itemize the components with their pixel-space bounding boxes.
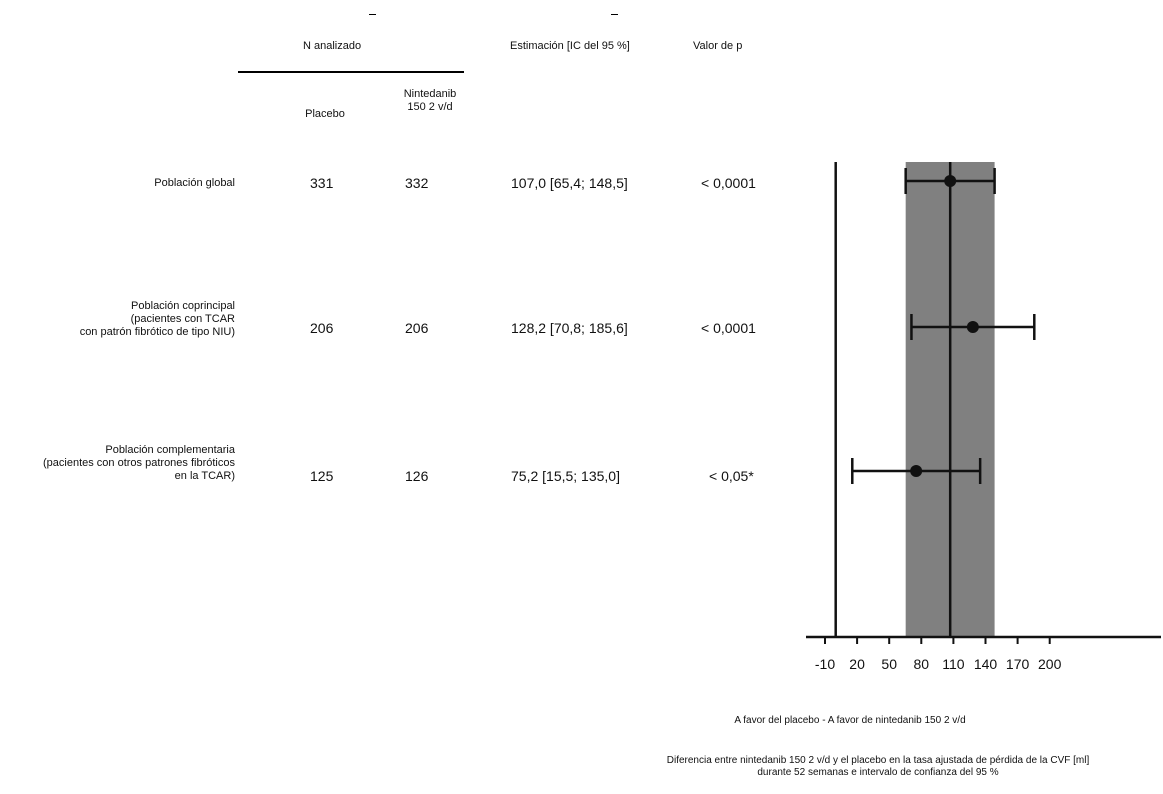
nintedanib-header: Nintedanib 150 2 v/d (390, 88, 470, 114)
pvalue-header: Valor de p (693, 40, 743, 52)
header-underline (238, 71, 464, 73)
chart-caption: Diferencia entre nintedanib 150 2 v/d y … (598, 755, 1158, 779)
row-global-estimate: 107,0 [65,4; 148,5] (511, 175, 628, 191)
row-label-line: en la TCAR) (174, 470, 235, 482)
top-mark-1 (369, 14, 376, 15)
row-coprincipal-pvalue: < 0,0001 (701, 320, 756, 336)
x-tick-label: 50 (881, 656, 897, 672)
x-tick-label: -10 (815, 656, 835, 672)
estimate-point (966, 321, 979, 333)
row-complementaria-estimate: 75,2 [15,5; 135,0] (511, 468, 620, 484)
row-label-global: Población global (0, 177, 235, 190)
row-complementaria-pvalue: < 0,05* (709, 468, 754, 484)
row-label-line: con patrón fibrótico de tipo NIU) (79, 326, 235, 338)
estimate-header: Estimación [IC del 95 %] (510, 40, 630, 52)
row-global-n-placebo: 331 (310, 175, 334, 191)
x-tick-label: 200 (1038, 656, 1062, 672)
x-tick-label: 170 (1006, 656, 1030, 672)
estimate-point (910, 465, 923, 477)
row-label-line: (pacientes con TCAR (130, 313, 235, 325)
nintedanib-header-line-1: Nintedanib (403, 88, 457, 100)
x-tick-label: 110 (942, 656, 965, 672)
placebo-header: Placebo (305, 108, 345, 120)
row-label-coprincipal: Población coprincipal (pacientes con TCA… (0, 300, 235, 339)
overall-ci-band (905, 162, 995, 637)
row-global-pvalue: < 0,0001 (701, 175, 756, 191)
row-label-complementaria: Población complementaria (pacientes con … (0, 444, 235, 483)
caption-line: Diferencia entre nintedanib 150 2 v/d y … (666, 755, 1090, 766)
row-complementaria-n-placebo: 125 (310, 468, 334, 484)
x-axis-label: A favor del placebo - A favor de ninteda… (734, 715, 966, 726)
x-tick-label: 80 (914, 656, 930, 672)
row-label-line: Población coprincipal (131, 300, 235, 312)
n-analyzed-header: N analizado (303, 40, 362, 52)
nintedanib-header-line-2: 150 2 v/d (407, 101, 453, 113)
row-coprincipal-n-nintedanib: 206 (405, 320, 429, 336)
row-coprincipal-n-placebo: 206 (310, 320, 334, 336)
x-tick-label: 20 (849, 656, 865, 672)
caption-line: durante 52 semanas e intervalo de confia… (757, 767, 999, 778)
row-complementaria-n-nintedanib: 126 (405, 468, 429, 484)
row-label-line: Población global (154, 177, 235, 189)
x-tick-label: 140 (974, 656, 998, 672)
row-global-n-nintedanib: 332 (405, 175, 429, 191)
estimate-point (944, 175, 957, 187)
row-label-line: (pacientes con otros patrones fibróticos (43, 457, 235, 469)
row-coprincipal-estimate: 128,2 [70,8; 185,6] (511, 320, 628, 336)
row-label-line: Población complementaria (105, 444, 235, 456)
top-mark-2 (611, 14, 618, 15)
